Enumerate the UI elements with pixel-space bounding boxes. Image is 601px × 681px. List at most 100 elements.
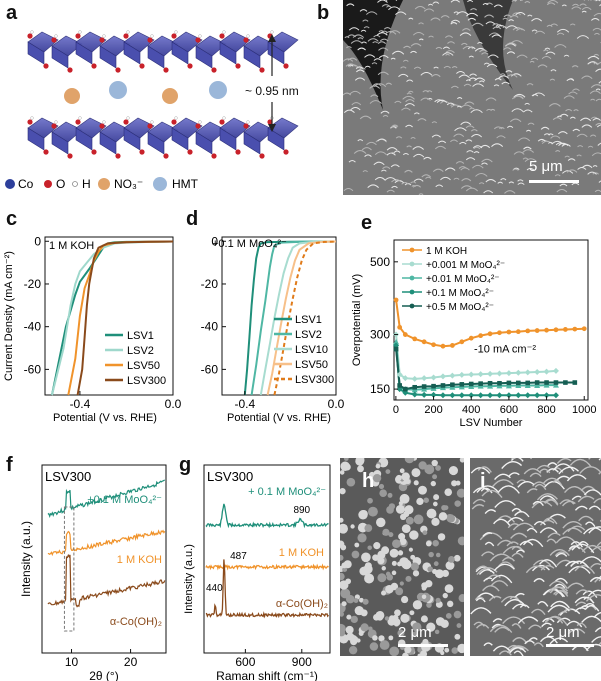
sem-flake — [589, 90, 601, 94]
data-point — [552, 367, 559, 374]
hydrogen-atom — [174, 116, 178, 120]
sem-flake — [401, 182, 409, 185]
sem-flake — [491, 34, 502, 38]
sem-sheet — [481, 551, 495, 557]
sem-sheet — [546, 616, 564, 624]
octahedron-face — [99, 131, 117, 155]
sem-particle — [385, 469, 391, 475]
sem-flake — [362, 170, 368, 173]
sem-flake — [456, 70, 466, 74]
sem-particle — [428, 551, 434, 558]
sem-flake — [481, 52, 489, 55]
sem-flake — [465, 157, 476, 161]
sem-flake — [408, 90, 414, 93]
sem-flake — [479, 49, 488, 53]
sem-particle — [341, 601, 347, 607]
sem-particle — [425, 540, 432, 547]
sem-particle — [399, 493, 410, 504]
sem-flake — [426, 90, 433, 93]
sem-particle — [446, 600, 454, 608]
sem-flake — [378, 30, 385, 33]
octahedron-face — [195, 45, 213, 69]
sem-particle — [341, 562, 348, 569]
sem-flake — [581, 164, 593, 169]
sem-flake — [514, 0, 523, 1]
sem-flake — [567, 158, 576, 161]
sem-flake — [469, 107, 475, 110]
sem-particle — [359, 597, 364, 603]
sem-flake — [555, 150, 561, 153]
sem-sheet — [546, 538, 557, 544]
scale-label-h: 2 μm — [398, 624, 432, 641]
sem-sheet — [525, 565, 546, 574]
sem-flake — [349, 90, 361, 95]
sem-flake — [406, 92, 412, 95]
sem-sheet — [511, 623, 522, 629]
sem-particle — [388, 635, 394, 641]
sem-particle — [419, 650, 428, 656]
sem-flake — [393, 150, 401, 153]
sem-particle — [340, 623, 346, 634]
oxygen-atom — [67, 153, 73, 159]
sem-particle — [340, 580, 349, 590]
sem-flake — [403, 45, 411, 49]
sem-flake — [478, 80, 485, 83]
sem-particle — [377, 550, 386, 559]
sem-particle — [359, 566, 369, 576]
sem-particle — [416, 497, 424, 506]
sem-flake — [442, 46, 450, 50]
hmt-icon — [153, 177, 167, 191]
hydrogen-atom — [246, 34, 250, 38]
sem-image-h: h 2 μm — [340, 458, 464, 656]
sem-flake — [459, 141, 467, 145]
sem-flake — [556, 32, 565, 36]
panel-label-i: i — [480, 470, 486, 492]
sem-flake — [354, 77, 366, 81]
sem-sheet — [593, 498, 601, 504]
hmt-molecule — [209, 81, 227, 99]
sem-flake — [345, 63, 356, 67]
y-tick-label: 0 — [211, 234, 218, 248]
sem-sheet — [492, 645, 511, 652]
octahedron-face — [243, 45, 261, 69]
data-point — [421, 384, 427, 389]
sem-particle — [375, 463, 381, 469]
sem-flake — [593, 62, 599, 65]
plot-frame — [221, 236, 337, 396]
sem-sheet — [539, 636, 558, 644]
sem-flake — [343, 188, 354, 192]
sem-sheet — [587, 589, 601, 597]
sem-particle — [391, 560, 397, 566]
scale-label-b: 5 μm — [529, 158, 563, 175]
sem-sheet — [549, 637, 569, 645]
sem-flake — [558, 142, 569, 147]
sem-flake — [402, 152, 409, 156]
sem-flake — [525, 129, 532, 132]
plot-frame — [44, 236, 174, 396]
chart-title: LSV300 — [207, 469, 253, 484]
sem-flake — [363, 26, 370, 29]
sem-flake — [598, 180, 601, 183]
data-point — [397, 383, 402, 388]
legend-label: 1 M KOH — [426, 246, 467, 257]
sem-sheet — [526, 488, 538, 494]
hydrogen-atom — [222, 116, 226, 120]
x-axis-label: Potential (V vs. RHE) — [53, 412, 157, 424]
data-point — [534, 369, 541, 375]
sem-flake — [475, 173, 488, 177]
y-tick-label: 500 — [370, 255, 390, 269]
series-label: 1 M KOH — [279, 547, 324, 559]
sem-flake — [594, 32, 600, 36]
sem-particle — [367, 506, 378, 517]
sem-flake — [545, 51, 556, 55]
oxygen-atom — [27, 119, 33, 125]
oxygen-atom — [235, 63, 241, 69]
hydrogen-atom — [126, 116, 130, 120]
hydrogen-atom — [102, 34, 106, 38]
sem-flake — [453, 11, 460, 14]
sem-sheet — [531, 608, 546, 616]
sem-flake — [373, 161, 385, 166]
sem-flake — [517, 179, 524, 182]
sem-particle — [389, 548, 399, 558]
data-point — [497, 330, 502, 336]
